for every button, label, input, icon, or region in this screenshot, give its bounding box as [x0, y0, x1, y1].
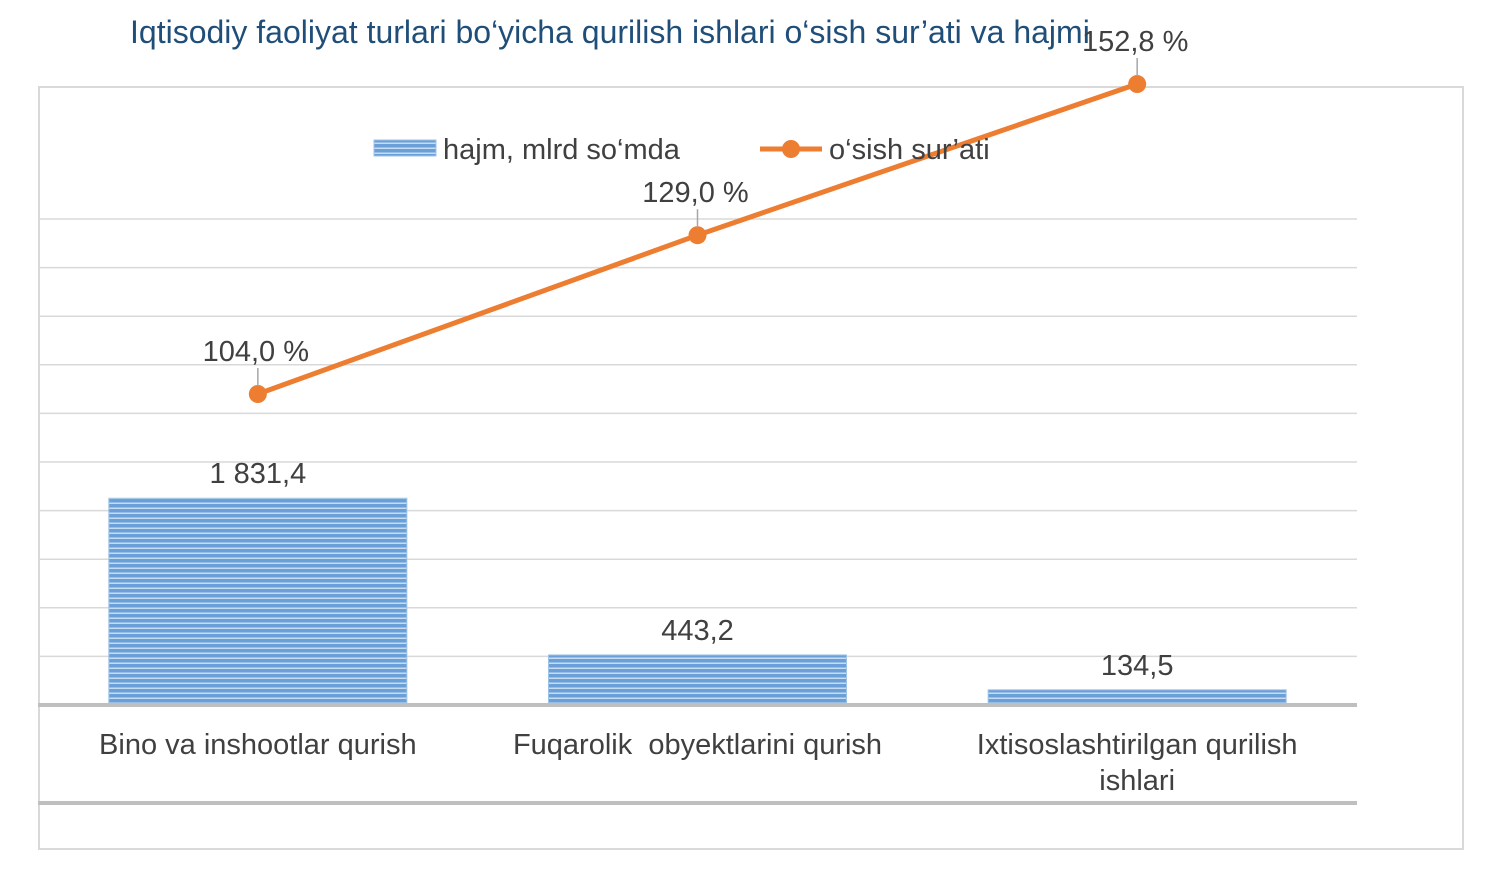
- x-tick-label: Fuqarolik obyektlarini qurish: [513, 729, 882, 761]
- legend-line-marker: [782, 140, 800, 158]
- bar: [987, 689, 1287, 706]
- data-labels: 1 831,4 443,2 134,5 104,0 % 129,0 % 152,8 %: [203, 26, 1189, 682]
- chart-title: Iqtisodiy faoliyat turlari bo‘yicha quri…: [130, 14, 1090, 50]
- x-tick-label: Bino va inshootlar qurish: [99, 729, 417, 761]
- growth-point: [1128, 75, 1147, 94]
- growth-point: [248, 385, 267, 403]
- growth-value-label: 104,0 %: [203, 336, 309, 368]
- axes: [38, 703, 1357, 805]
- legend: hajm, mlrd so‘mda o‘sish sur’ati: [373, 134, 990, 166]
- legend-bar-swatch: [373, 139, 437, 157]
- x-tick-labels: Bino va inshootlar qurish Fuqarolik obyek…: [99, 729, 1297, 797]
- line-series: [248, 58, 1147, 403]
- growth-value-label: 129,0 %: [642, 177, 748, 209]
- growth-value-label: 152,8 %: [1082, 26, 1188, 58]
- bar-value-label: 443,2: [661, 615, 734, 647]
- growth-point: [688, 226, 707, 245]
- x-tick-label: ishlari: [1099, 765, 1175, 797]
- bar: [548, 654, 847, 706]
- legend-line-label: o‘sish sur’ati: [829, 134, 990, 166]
- bar: [108, 497, 408, 706]
- legend-bar-label: hajm, mlrd so‘mda: [443, 134, 681, 166]
- x-tick-label: Ixtisoslashtirilgan qurilish: [977, 729, 1298, 761]
- chart-frame: [38, 86, 1464, 850]
- bar-value-label: 134,5: [1101, 650, 1174, 682]
- bar-value-label: 1 831,4: [209, 458, 306, 490]
